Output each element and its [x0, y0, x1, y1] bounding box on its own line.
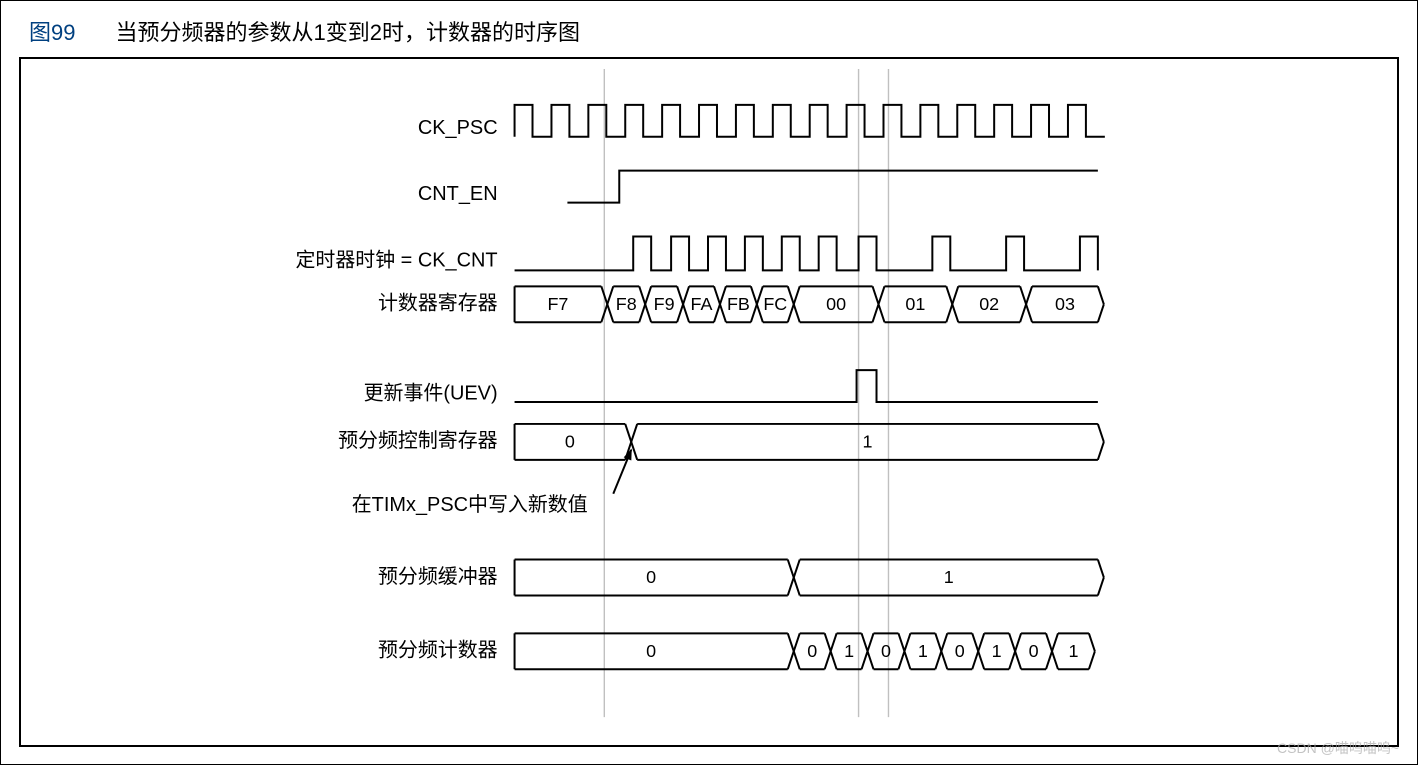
bus-value: 1 — [918, 641, 928, 661]
watermark: CSDN @喵呜喵呜~ — [1277, 738, 1399, 758]
ck-psc-wave — [515, 105, 1105, 137]
bus-value: 0 — [807, 641, 817, 661]
bus-value: FB — [727, 294, 750, 314]
bus-value: 0 — [881, 641, 891, 661]
bus-value: 0 — [955, 641, 965, 661]
diagram-frame: CK_PSC CNT_EN 定时器时钟 = CK_CNT 计数器寄存器 F7 F8 F9 FA… — [19, 57, 1399, 747]
bus-value: FC — [763, 294, 787, 314]
bus-value: 0 — [646, 567, 656, 587]
signal-label: 定时器时钟 = CK_CNT — [295, 249, 497, 272]
bus-value: 1 — [863, 432, 873, 452]
timing-diagram-svg: CK_PSC CNT_EN 定时器时钟 = CK_CNT 计数器寄存器 F7 F8 F9 FA… — [21, 59, 1397, 747]
figure-caption: 当预分频器的参数从1变到2时，计数器的时序图 — [115, 15, 579, 47]
signal-label: 预分频控制寄存器 — [338, 429, 498, 452]
annotation-text: 在TIMx_PSC中写入新数值 — [352, 493, 588, 516]
bus-value: 00 — [826, 294, 846, 314]
bus-value: 1 — [844, 641, 854, 661]
bus-value: 01 — [905, 294, 925, 314]
bus-value: 0 — [565, 432, 575, 452]
bus-value: 03 — [1055, 294, 1075, 314]
bus-value: F8 — [616, 294, 637, 314]
signal-label: 预分频计数器 — [378, 639, 498, 662]
signal-label: CNT_EN — [418, 183, 498, 205]
ck-cnt-wave — [515, 236, 1098, 270]
uev-wave — [515, 370, 1098, 402]
bus-value: 0 — [646, 641, 656, 661]
bus-value: F9 — [654, 294, 675, 314]
signal-label: CK_PSC — [418, 117, 498, 139]
signal-label: 预分频缓冲器 — [378, 565, 498, 588]
bus-value: F7 — [547, 294, 568, 314]
bus-value: 02 — [979, 294, 999, 314]
signal-label: 计数器寄存器 — [378, 292, 498, 315]
bus-value: FA — [691, 294, 713, 314]
bus-value: 1 — [1068, 641, 1078, 661]
bus-value: 1 — [992, 641, 1002, 661]
bus-value: 1 — [944, 567, 954, 587]
signal-label: 更新事件(UEV) — [364, 381, 498, 404]
page: 图99 当预分频器的参数从1变到2时，计数器的时序图 CK_PSC CNT_EN 定… — [0, 0, 1418, 765]
bus-value: 0 — [1029, 641, 1039, 661]
figure-number: 图99 — [29, 15, 75, 47]
figure-title-row: 图99 当预分频器的参数从1变到2时，计数器的时序图 — [1, 1, 1417, 57]
cnt-en-wave — [567, 171, 1097, 203]
